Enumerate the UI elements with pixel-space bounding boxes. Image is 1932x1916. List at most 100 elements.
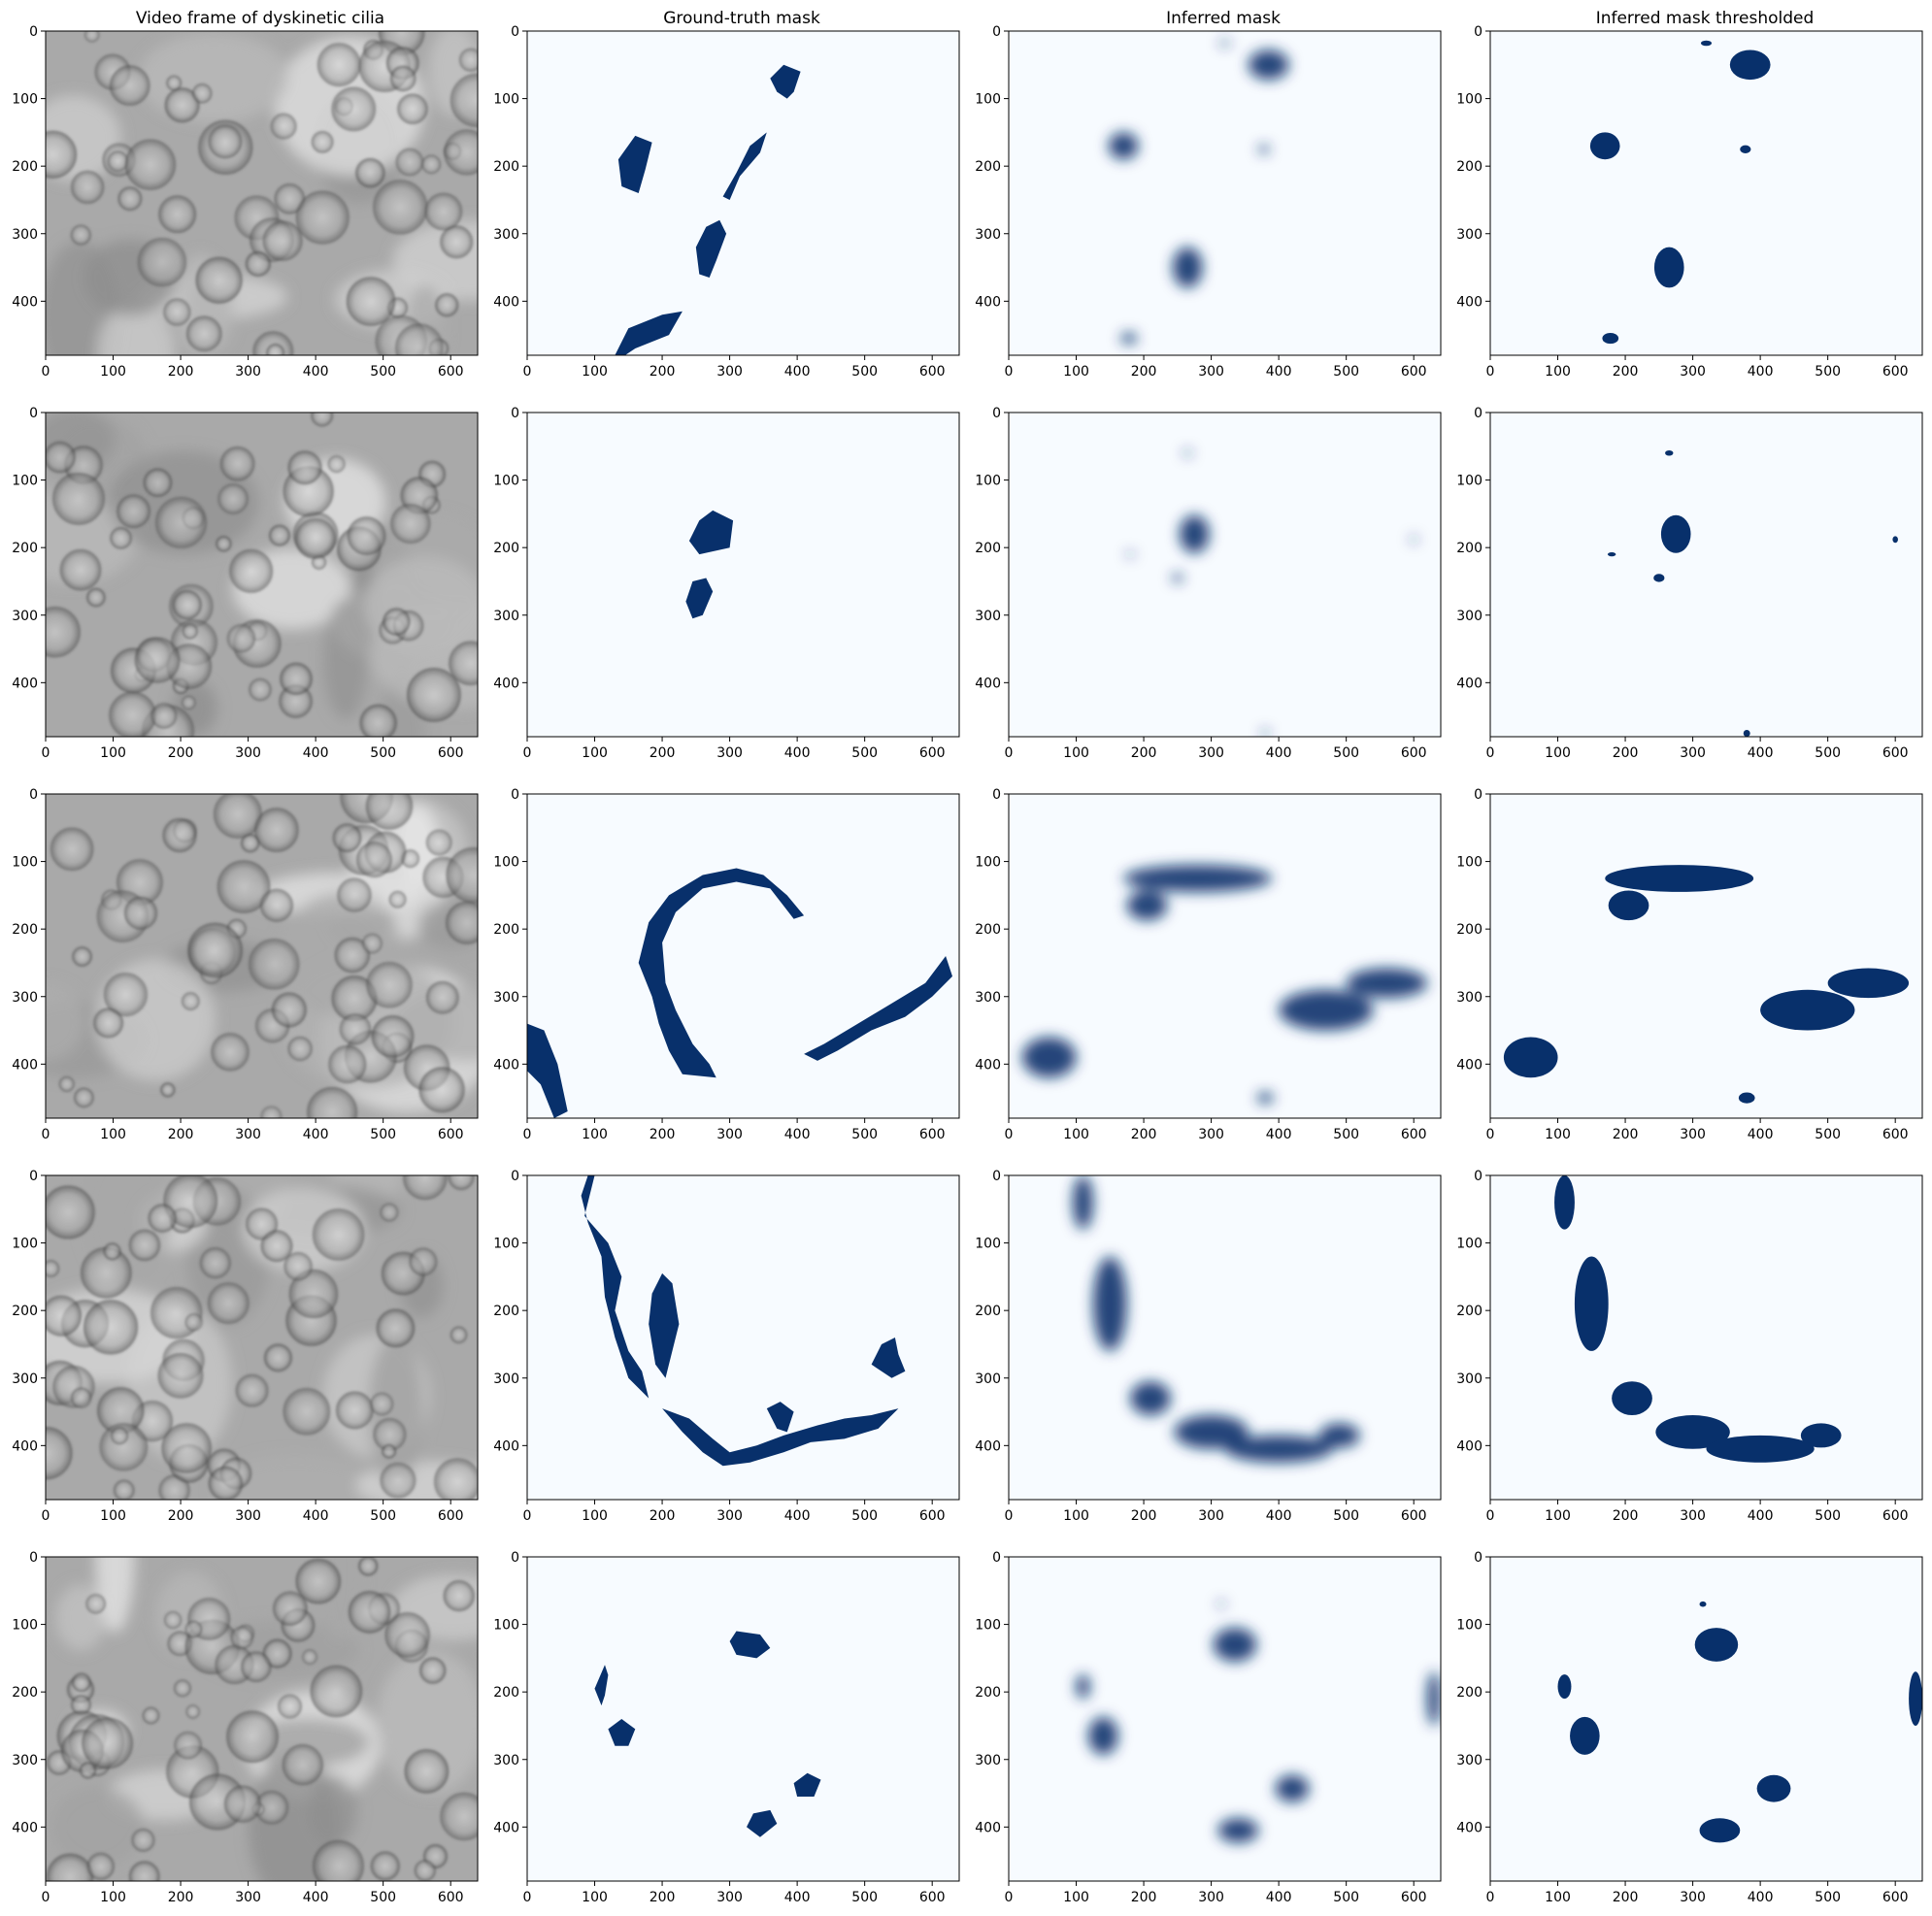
x-tick-label: 0 [42,1508,50,1524]
x-tick-label: 300 [1198,364,1224,380]
x-tick-label: 300 [235,1890,261,1905]
x-tick-label: 600 [438,364,464,380]
mask-background [1490,794,1922,1118]
x-tick-label: 0 [42,1127,50,1142]
inferred-blob [1174,1415,1249,1449]
x-tick-label: 0 [523,1127,532,1142]
y-tick-label: 0 [1474,24,1482,40]
y-tick-label: 100 [975,855,1001,871]
y-tick-label: 0 [29,1550,38,1566]
panel-r2-c4: 0 100 200 300 400 500 600 0 100 200 300 400 [1456,406,1923,761]
x-tick-label: 500 [851,1127,878,1142]
inferred-blob [1275,1774,1310,1802]
y-tick-label: 0 [511,1550,519,1566]
y-tick-label: 100 [12,855,38,871]
x-tick-label: 200 [650,364,676,380]
x-tick-label: 0 [1005,1127,1014,1142]
y-tick-label: 0 [511,24,519,40]
x-tick-label: 400 [1748,1508,1774,1524]
x-tick-label: 400 [303,1890,329,1905]
y-tick-label: 300 [493,990,519,1006]
micrograph-image [46,794,478,1118]
y-tick-label: 300 [975,227,1001,243]
mask-background [527,413,959,737]
x-tick-label: 200 [1613,1890,1639,1905]
x-tick-label: 200 [1613,364,1639,380]
panel-r2-c1: 0 100 200 300 400 500 600 0 100 200 300 400 [12,406,479,761]
x-tick-label: 300 [1198,1127,1224,1142]
y-tick-label: 300 [1456,1753,1482,1768]
inferred-blob [1092,1256,1127,1351]
y-tick-label: 100 [1456,92,1482,108]
x-tick-label: 400 [1266,745,1292,761]
y-tick-label: 200 [975,1304,1001,1319]
x-tick-label: 600 [919,1127,946,1142]
x-tick-label: 100 [582,364,608,380]
thresholded-blob [1653,247,1684,288]
x-tick-label: 0 [1486,1127,1495,1142]
inferred-blob [1088,1716,1118,1755]
y-tick-label: 0 [511,787,519,803]
x-tick-label: 300 [1680,1890,1706,1905]
x-tick-label: 300 [235,364,261,380]
x-tick-label: 500 [370,745,396,761]
x-tick-label: 200 [168,1508,194,1524]
panel-r5-c4: 0 100 200 300 400 500 600 0 100 200 300 400 [1456,1550,1923,1905]
y-tick-label: 200 [975,541,1001,556]
inferred-blob [1279,989,1374,1031]
panel-r3-c3: 0 100 200 300 400 500 600 0 100 200 300 400 [975,787,1442,1142]
panel-r1-c4: 0 100 200 300 400 500 600 0 100 200 300 400 [1456,24,1923,380]
thresholded-blob [1607,552,1616,557]
x-tick-label: 100 [1545,1890,1571,1905]
thresholded-blob [1557,1674,1572,1700]
x-tick-label: 400 [303,1127,329,1142]
x-tick-label: 0 [1486,1890,1495,1905]
y-tick-label: 100 [975,474,1001,489]
x-tick-label: 400 [1748,1890,1774,1905]
y-tick-label: 400 [975,1438,1001,1454]
x-tick-label: 500 [1333,364,1359,380]
x-tick-label: 600 [1882,364,1909,380]
thresholded-blob [1605,865,1754,892]
x-tick-label: 300 [235,1127,261,1142]
y-tick-label: 100 [493,1237,519,1252]
x-tick-label: 500 [851,1890,878,1905]
x-tick-label: 500 [370,1508,396,1524]
x-tick-label: 400 [784,1890,811,1905]
x-tick-label: 600 [438,1508,464,1524]
y-tick-label: 0 [992,787,1001,803]
y-tick-label: 300 [975,609,1001,624]
x-tick-label: 100 [1063,364,1089,380]
x-tick-label: 300 [1680,364,1706,380]
axes-frame [526,1556,960,1882]
y-tick-label: 100 [493,474,519,489]
x-tick-label: 200 [1131,1890,1157,1905]
x-tick-label: 200 [1131,745,1157,761]
inferred-blob [1224,1435,1333,1463]
y-tick-label: 0 [992,406,1001,421]
thresholded-blob [1827,968,1910,999]
panel-r4-c2: 0 100 200 300 400 500 600 0 100 200 300 400 [493,1169,960,1524]
mask-region [871,1338,906,1378]
x-tick-label: 200 [1131,1508,1157,1524]
mask-region [594,1665,609,1706]
column-title-1: Video frame of dyskinetic cilia [136,9,384,28]
axes-frame [45,1174,479,1501]
panel-r4-c3: 0 100 200 300 400 500 600 0 100 200 300 400 [975,1169,1442,1524]
x-tick-label: 300 [235,745,261,761]
inferred-blob [1213,1628,1257,1662]
y-tick-label: 200 [493,922,519,938]
mask-background [1009,1175,1441,1500]
y-tick-label: 200 [12,159,38,175]
x-tick-label: 400 [1266,364,1292,380]
x-tick-label: 100 [582,1890,608,1905]
y-tick-label: 300 [12,609,38,624]
x-tick-label: 600 [438,1890,464,1905]
inferred-blob [1346,968,1428,999]
column-title-3: Inferred mask [1166,9,1281,28]
x-tick-label: 0 [1005,1890,1014,1905]
y-tick-label: 0 [29,1169,38,1184]
panel-r3-c4: 0 100 200 300 400 500 600 0 100 200 300 400 [1456,787,1923,1142]
y-tick-label: 400 [1456,1820,1482,1835]
thresholded-blob [1706,1435,1815,1463]
